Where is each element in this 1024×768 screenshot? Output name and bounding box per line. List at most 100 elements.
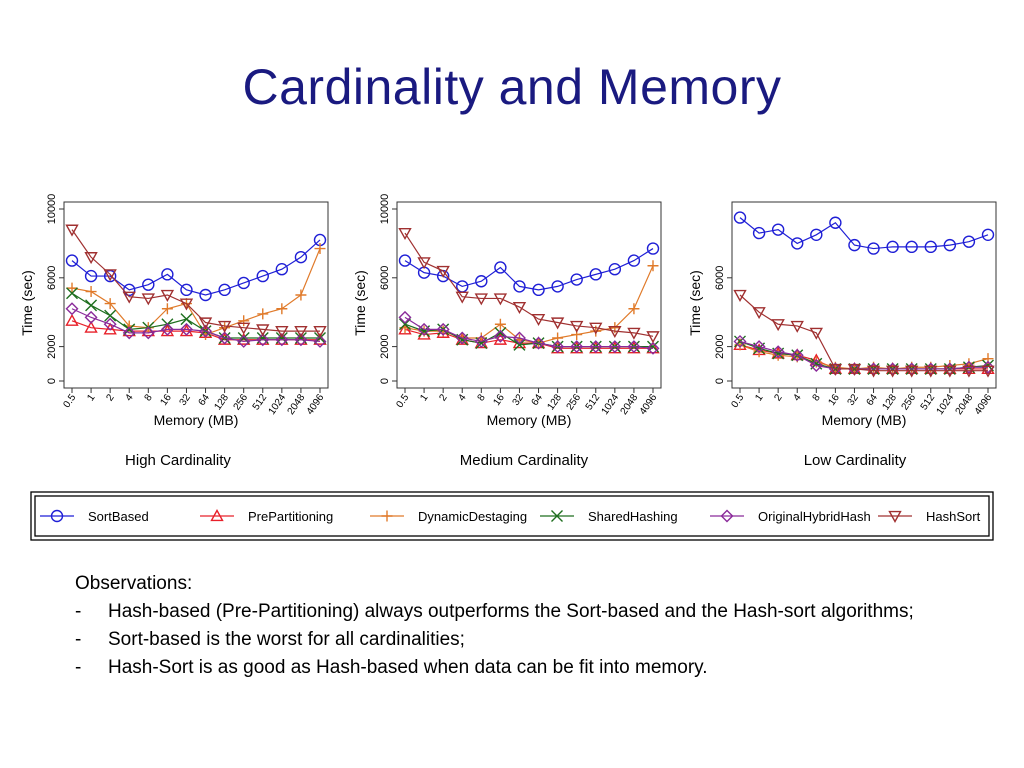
legend-marker (720, 509, 734, 523)
data-point (122, 326, 136, 340)
legend-label: OriginalHybridHash (758, 509, 871, 524)
data-point (589, 268, 602, 281)
data-point (161, 303, 173, 315)
data-point (828, 363, 843, 376)
data-point (981, 365, 995, 378)
data-point (398, 227, 412, 241)
legend-marker (210, 509, 224, 522)
data-point (905, 240, 918, 254)
data-point (104, 298, 116, 310)
x-axis-label: Memory (MB) (487, 412, 572, 428)
series-SortBased (65, 233, 327, 302)
data-point (256, 333, 270, 347)
x-tick-label: 4096 (973, 392, 995, 417)
data-point (905, 362, 919, 376)
data-point (294, 333, 308, 347)
series-line (739, 340, 988, 370)
chart-caption-high: High Cardinality (125, 452, 231, 469)
observation-dash: - (75, 657, 82, 678)
data-point (570, 273, 583, 286)
x-tick-label: 16 (158, 392, 174, 408)
data-point (474, 293, 488, 306)
x-tick-label: 8 (143, 392, 155, 403)
data-point (237, 334, 251, 348)
data-point (218, 283, 231, 297)
data-point (275, 333, 289, 347)
legend-label: SharedHashing (588, 509, 678, 524)
observations: Observations: - Hash-based (Pre-Partitio… (75, 570, 975, 682)
data-point (847, 363, 862, 376)
x-tick-label: 2048 (619, 392, 641, 417)
x-tick-label: 8 (811, 392, 823, 403)
data-point (84, 310, 98, 324)
legend-label: PrePartitioning (248, 509, 333, 524)
data-point (84, 269, 98, 283)
data-point (199, 324, 213, 338)
legend-entry-SharedHashing: SharedHashing (540, 509, 678, 524)
data-point (589, 340, 603, 354)
data-point (85, 286, 97, 298)
data-point (531, 313, 546, 327)
x-tick-label: 0.5 (61, 392, 78, 410)
data-point (924, 362, 938, 376)
data-point (295, 289, 307, 301)
data-point (238, 315, 250, 327)
x-tick-label: 0.5 (394, 392, 411, 410)
series-line (739, 294, 988, 372)
x-tick-label: 1 (85, 392, 97, 403)
data-point (790, 348, 804, 362)
data-point (294, 250, 308, 264)
x-tick-label: 2 (104, 392, 116, 403)
data-point (867, 242, 880, 255)
data-point (237, 322, 251, 335)
series-line (404, 248, 654, 291)
data-point (646, 242, 660, 255)
y-axis-label: Time (sec) (353, 270, 368, 336)
legend-outer-frame (30, 491, 994, 541)
data-point (66, 287, 78, 300)
data-point (85, 299, 98, 312)
data-point (627, 254, 641, 267)
data-point (179, 322, 193, 336)
data-point (122, 291, 136, 304)
data-point (866, 365, 881, 378)
data-point (570, 340, 584, 354)
x-tick-label: 2 (437, 392, 449, 403)
x-tick-label: 128 (212, 392, 231, 412)
data-point (829, 216, 842, 229)
data-point (512, 301, 527, 314)
x-tick-label: 8 (476, 392, 488, 403)
data-point (981, 360, 995, 374)
legend-marker (888, 510, 902, 523)
data-point (180, 283, 193, 297)
data-point (493, 293, 508, 306)
data-point (142, 278, 155, 291)
data-point (981, 228, 995, 241)
data-point (646, 331, 660, 344)
data-point (313, 334, 327, 348)
data-point (474, 334, 488, 348)
series-SortBased (398, 242, 660, 297)
data-point (198, 317, 213, 330)
x-tick-label: 32 (178, 392, 194, 408)
data-point (513, 338, 526, 351)
observation-item: - Hash-based (Pre-Partitioning) always o… (75, 598, 975, 626)
legend-inner-frame (34, 495, 990, 537)
data-point (65, 302, 79, 316)
x-tick-label: 128 (545, 392, 564, 412)
data-point (550, 317, 565, 330)
x-tick-label: 64 (530, 392, 546, 408)
data-point (733, 289, 747, 302)
legend-entry-SortBased: SortBased (40, 509, 149, 524)
x-tick-label: 256 (565, 392, 584, 412)
data-point (513, 280, 526, 293)
x-tick-label: 64 (197, 392, 213, 408)
x-tick-label: 2048 (286, 392, 308, 417)
y-tick-label: 10000 (379, 194, 391, 225)
data-point (628, 303, 640, 315)
data-point (455, 291, 469, 304)
data-point (962, 235, 976, 248)
data-point (494, 261, 507, 274)
data-point (417, 322, 431, 336)
